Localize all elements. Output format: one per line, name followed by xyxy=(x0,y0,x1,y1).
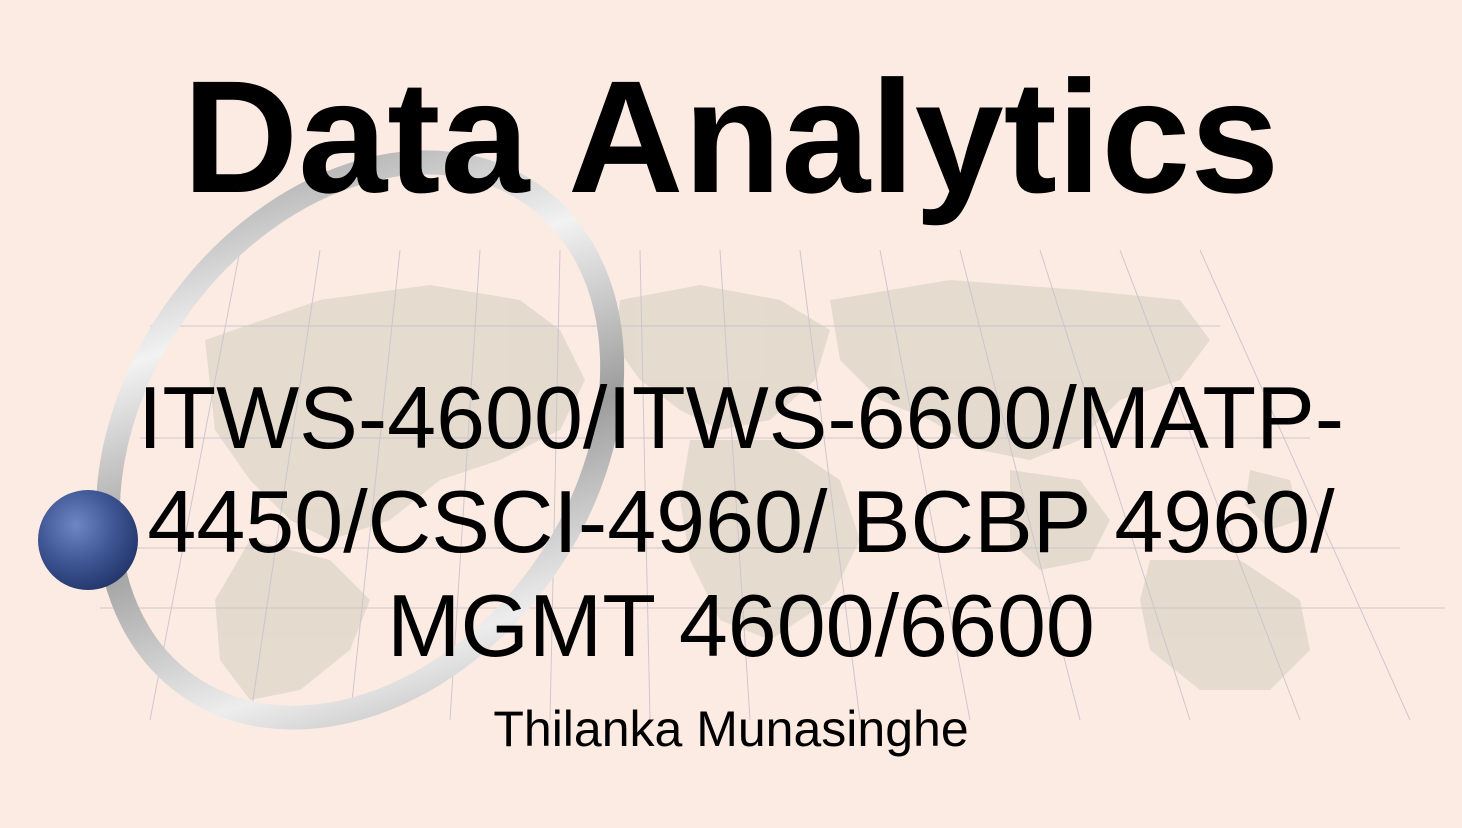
world-map-land xyxy=(205,280,1310,700)
blue-sphere xyxy=(38,490,138,590)
course-codes-subtitle: ITWS-4600/ITWS-6600/MATP-4450/CSCI-4960/… xyxy=(137,368,1345,675)
silver-ring xyxy=(95,150,625,730)
map-grid xyxy=(100,249,1445,721)
slide-title: Data Analytics xyxy=(182,47,1280,226)
author-name: Thilanka Munasinghe xyxy=(493,701,969,757)
